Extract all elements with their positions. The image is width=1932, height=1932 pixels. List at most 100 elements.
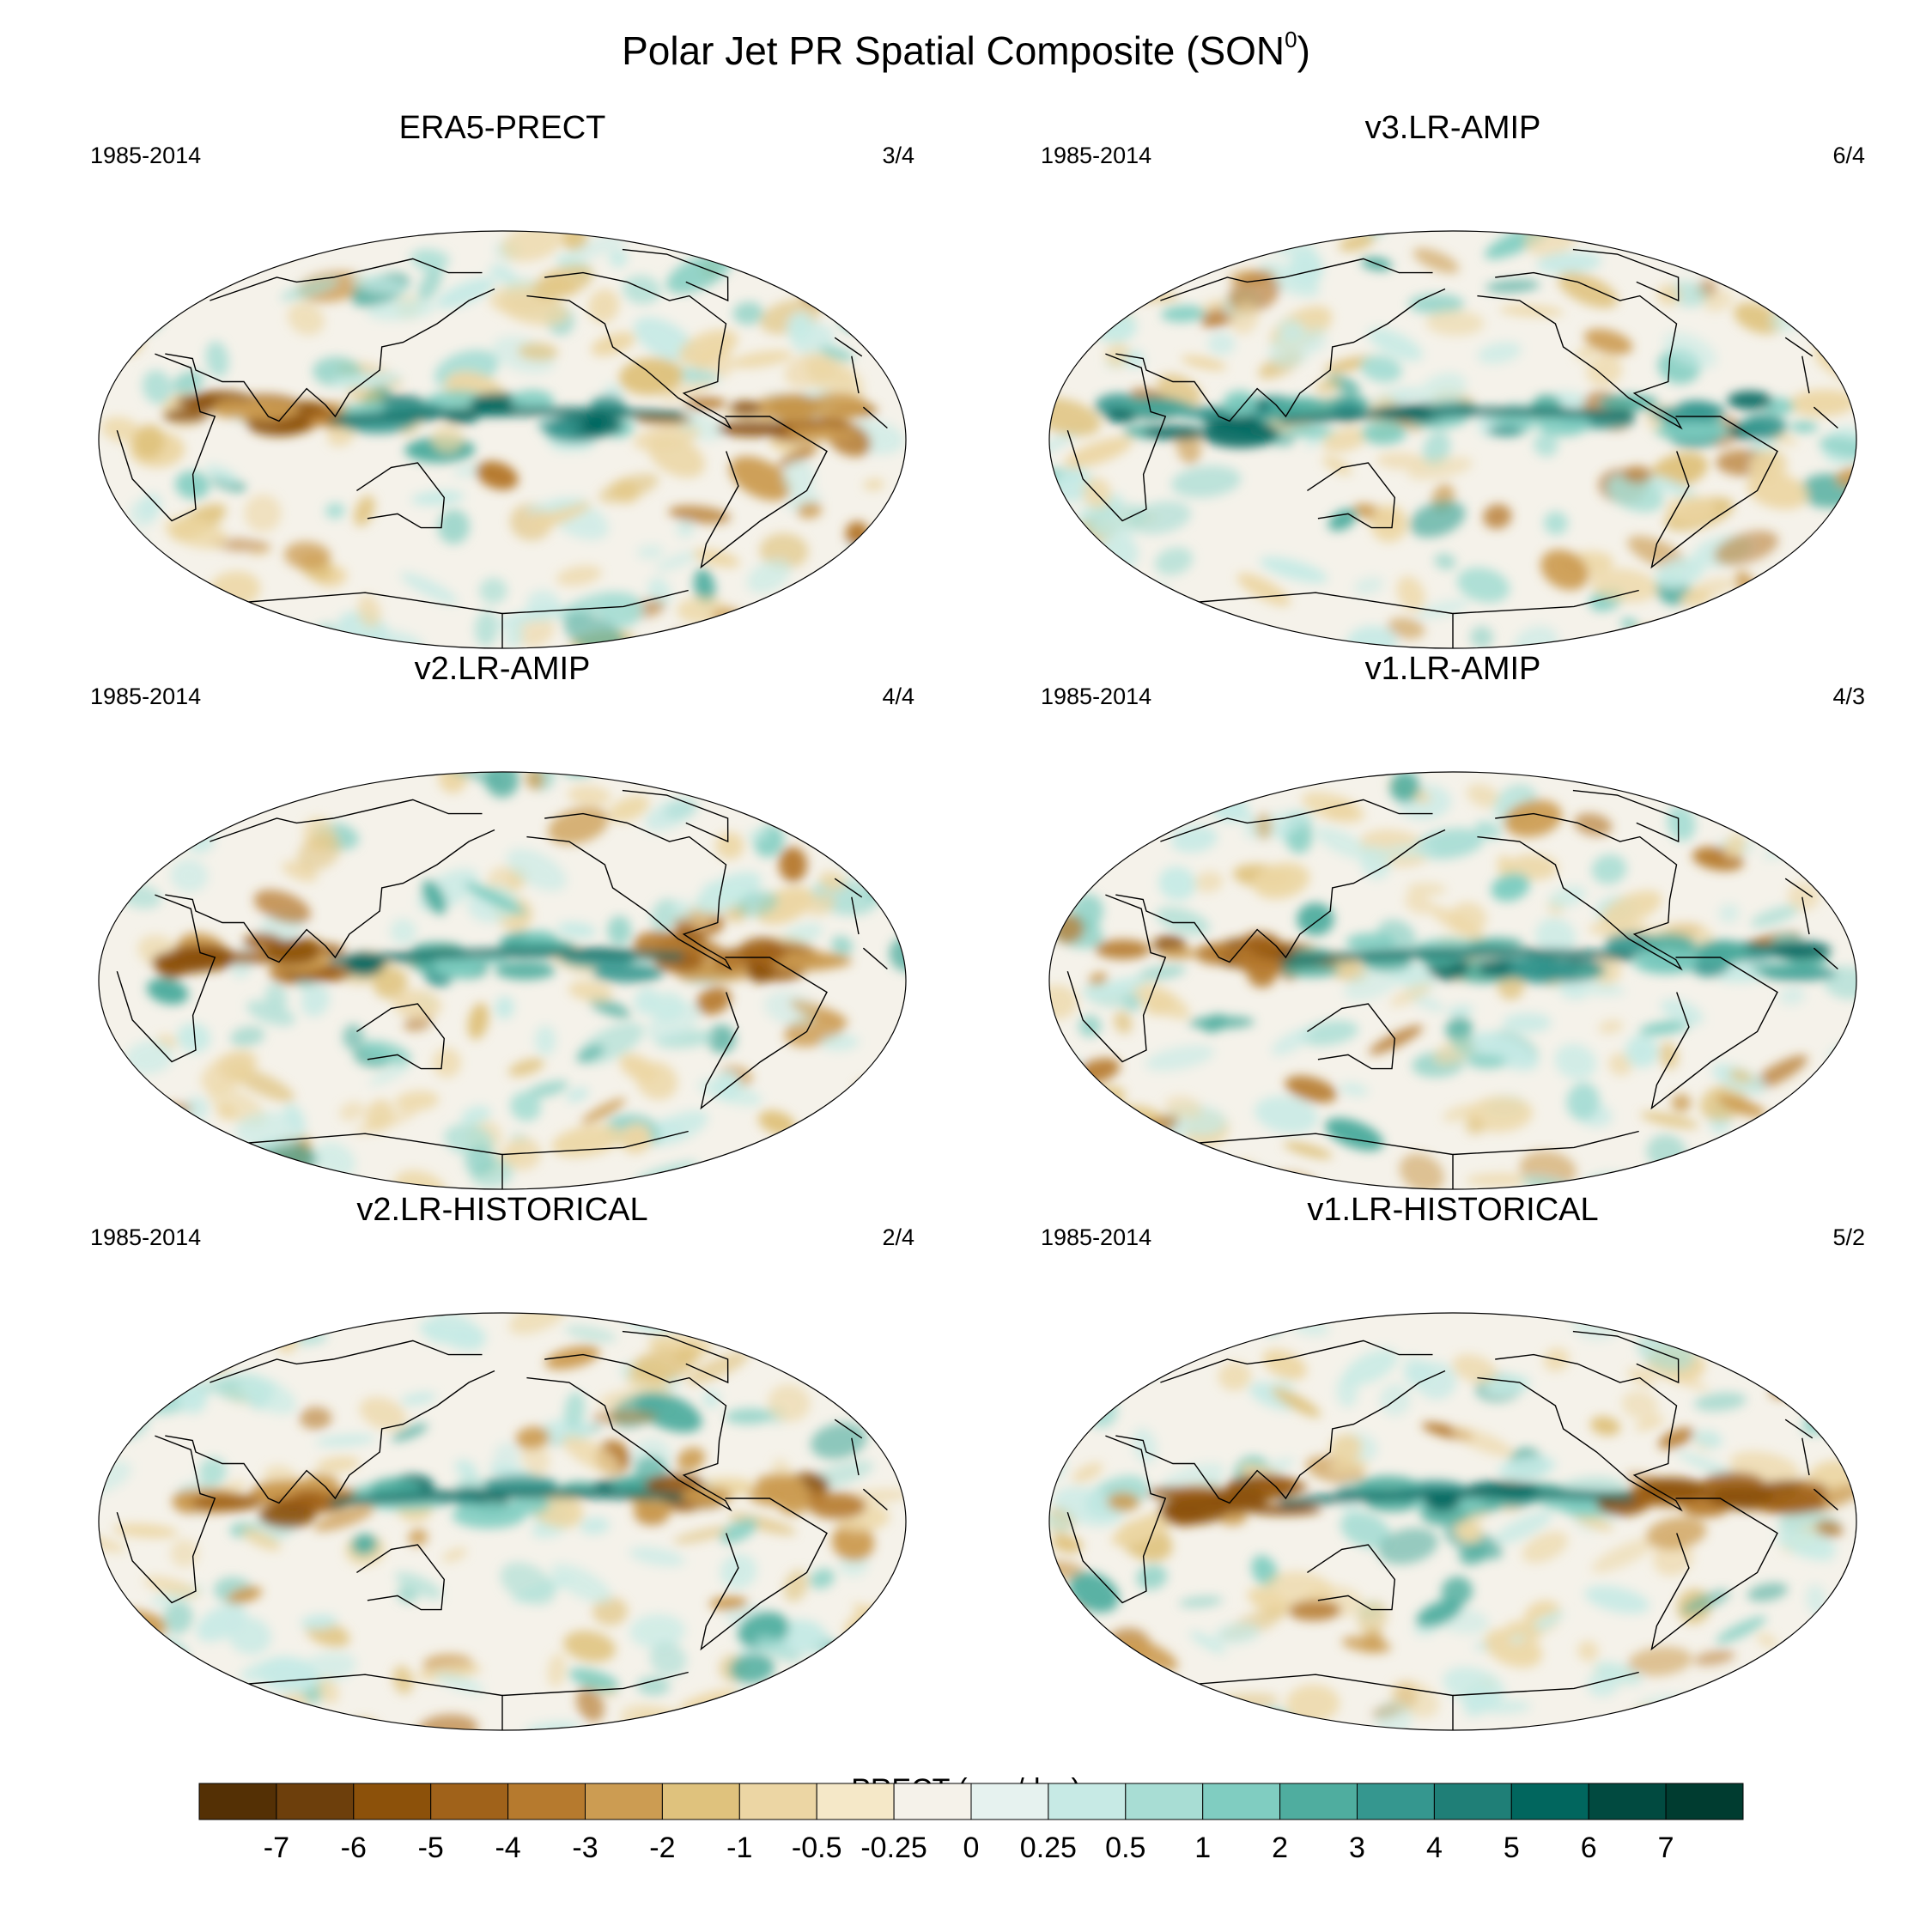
world-map	[98, 771, 907, 1190]
panel-title: v3.LR-AMIP	[1364, 110, 1541, 146]
coastline	[834, 1419, 863, 1439]
map-border	[1048, 771, 1857, 1190]
coastline	[1160, 799, 1433, 842]
coastline	[1160, 1340, 1433, 1383]
coastline	[248, 1133, 503, 1189]
coastline	[1813, 406, 1838, 429]
coastline	[1784, 337, 1814, 357]
world-map	[1048, 230, 1857, 649]
coastline	[1115, 1370, 1446, 1504]
coastline	[1801, 355, 1810, 394]
panel-title: ERA5-PRECT	[398, 110, 606, 146]
colorbar-tick-label: 3	[1349, 1832, 1365, 1864]
map-panel-v3-amip: v3.LR-AMIP 1985-2014 6/4	[1041, 110, 1865, 651]
coastline	[248, 1674, 503, 1730]
coastline	[851, 1437, 860, 1476]
panel-count: 2/4	[882, 1224, 914, 1250]
coastline	[1477, 812, 1683, 971]
world-map	[98, 230, 907, 649]
map-border	[1048, 230, 1857, 649]
coastline	[356, 462, 446, 529]
colorbar-tick-label: -3	[572, 1832, 598, 1864]
map-panel-v1-amip: v1.LR-AMIP 1985-2014 4/3	[1041, 651, 1865, 1192]
coastline	[356, 1544, 446, 1611]
coastline	[1784, 1419, 1814, 1439]
anomaly-field	[1049, 1313, 1856, 1730]
coastline	[1307, 462, 1396, 529]
colorbar-title: PRECT (mm/day)	[851, 1773, 1081, 1806]
figure-title: Polar Jet PR Spatial Composite (SON0)	[622, 26, 1310, 73]
coastline	[700, 1498, 828, 1651]
coastline	[1199, 1674, 1454, 1730]
colorbar-tick-label: 0	[963, 1832, 980, 1864]
world-map	[1048, 771, 1857, 1190]
coastline	[1452, 1130, 1639, 1156]
panel-years: 1985-2014	[90, 143, 202, 168]
map-panel-v1-historical: v1.LR-HISTORICAL 1985-2014 5/2	[1041, 1192, 1865, 1733]
coastline	[356, 1003, 446, 1070]
map-border	[1048, 1312, 1857, 1731]
anomaly-field	[99, 1313, 906, 1730]
colorbar-tick-label: 7	[1658, 1832, 1674, 1864]
colorbar-tick-label: 2	[1272, 1832, 1288, 1864]
panel-title: v2.LR-AMIP	[414, 651, 591, 687]
panel-title: v1.LR-AMIP	[1364, 651, 1541, 687]
panel-count: 4/4	[882, 683, 914, 709]
coastline	[622, 248, 729, 302]
map-border	[98, 771, 907, 1190]
coastline	[862, 406, 888, 429]
colorbar-tick-label: 0.25	[1020, 1832, 1077, 1864]
coastline	[1650, 957, 1778, 1110]
colorbar-tick-label: -6	[341, 1832, 367, 1864]
coastlines	[116, 1330, 888, 1730]
coastline	[501, 1671, 689, 1697]
coastline	[1813, 1488, 1838, 1511]
coastline	[700, 957, 828, 1110]
coastline	[1115, 288, 1446, 422]
coastline	[116, 353, 216, 522]
panel-count: 4/3	[1832, 683, 1865, 709]
coastline	[526, 1353, 732, 1512]
coastline	[1477, 271, 1683, 430]
coastline	[165, 1370, 495, 1504]
coastline	[210, 799, 483, 842]
coastline	[210, 1340, 483, 1383]
map-panel-v2-historical: v2.LR-HISTORICAL 1985-2014 2/4	[90, 1192, 914, 1733]
map-border	[98, 230, 907, 649]
coastline	[1307, 1544, 1396, 1611]
colorbar-tick-label: 4	[1426, 1832, 1443, 1864]
coastline	[1477, 1353, 1683, 1512]
coastline	[700, 416, 828, 569]
coastline	[1066, 894, 1167, 1063]
coastline	[116, 1435, 216, 1604]
coastline	[501, 589, 689, 615]
coastline	[1066, 353, 1167, 522]
figure-title-superscript: 0	[1285, 26, 1297, 52]
colorbar-tick-label: -1	[726, 1832, 752, 1864]
coastlines	[1066, 1330, 1838, 1730]
anomaly-field	[99, 772, 906, 1189]
coastline	[1066, 1435, 1167, 1604]
anomaly-field	[1049, 231, 1856, 648]
world-map	[98, 1312, 907, 1731]
coastline	[1307, 1003, 1396, 1070]
coastline	[1801, 1437, 1810, 1476]
map-border	[98, 1312, 907, 1731]
colorbar-tick-label: -0.25	[860, 1832, 927, 1864]
panel-years: 1985-2014	[1041, 1224, 1152, 1250]
colorbar-tick-label: -0.5	[792, 1832, 842, 1864]
coastline	[851, 355, 860, 394]
coastline	[501, 1130, 689, 1156]
anomaly-field	[99, 231, 906, 648]
coastline	[1572, 1330, 1680, 1384]
colorbar-tick-label: 5	[1504, 1832, 1520, 1864]
coastline	[1452, 1671, 1639, 1697]
coastline	[1650, 416, 1778, 569]
coastline	[834, 337, 863, 357]
coastline	[165, 829, 495, 963]
colorbar-tick-label: -2	[649, 1832, 675, 1864]
coastline	[862, 947, 888, 970]
coastline	[1572, 248, 1680, 302]
coastline	[1115, 829, 1446, 963]
colorbar-tick-label: -7	[264, 1832, 289, 1864]
